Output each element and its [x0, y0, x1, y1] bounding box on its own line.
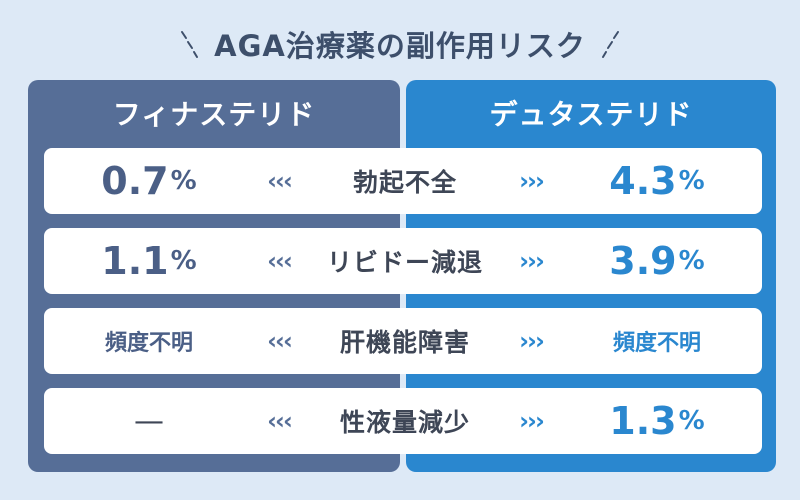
column-header-finasteride: フィナステリド	[112, 98, 316, 131]
chevrons-right-icon: ›››	[519, 327, 545, 355]
page-title: AGA治療薬の副作用リスク	[214, 29, 586, 63]
side-effect-label: 肝機能障害	[339, 328, 470, 357]
side-effect-label: 勃起不全	[352, 168, 457, 197]
title-deco-left-icon	[178, 26, 200, 62]
chevrons-left-icon: ‹‹‹	[267, 327, 293, 355]
table-row: 1.1% ‹‹‹ リビドー減退 ››› 3.9%	[44, 228, 762, 294]
chevrons-left-icon: ‹‹‹	[267, 407, 293, 435]
table-row: — ‹‹‹ 性液量減少 ››› 1.3%	[44, 388, 762, 454]
finasteride-value: 1.1%	[101, 239, 197, 283]
title-deco-right-icon	[600, 26, 622, 62]
side-effect-label: 性液量減少	[339, 408, 470, 437]
table-row: 0.7% ‹‹‹ 勃起不全 ››› 4.3%	[44, 148, 762, 214]
column-header-dutasteride: デュタステリド	[489, 98, 693, 131]
finasteride-value: 頻度不明	[104, 331, 193, 356]
chevrons-left-icon: ‹‹‹	[267, 167, 293, 195]
chevrons-right-icon: ›››	[519, 167, 545, 195]
dutasteride-value: 頻度不明	[612, 331, 701, 356]
title-bar: AGA治療薬の副作用リスク	[0, 22, 800, 66]
dutasteride-value: 1.3%	[609, 399, 705, 443]
dutasteride-value: 3.9%	[609, 239, 705, 283]
chevrons-right-icon: ›››	[519, 247, 545, 275]
finasteride-value: 0.7%	[101, 159, 197, 203]
side-effect-label: リビドー減退	[326, 248, 483, 277]
dutasteride-value: 4.3%	[609, 159, 705, 203]
table-row: 頻度不明 ‹‹‹ 肝機能障害 ››› 頻度不明	[44, 308, 762, 374]
chevrons-left-icon: ‹‹‹	[267, 247, 293, 275]
chevrons-right-icon: ›››	[519, 407, 545, 435]
finasteride-value: —	[134, 403, 164, 439]
